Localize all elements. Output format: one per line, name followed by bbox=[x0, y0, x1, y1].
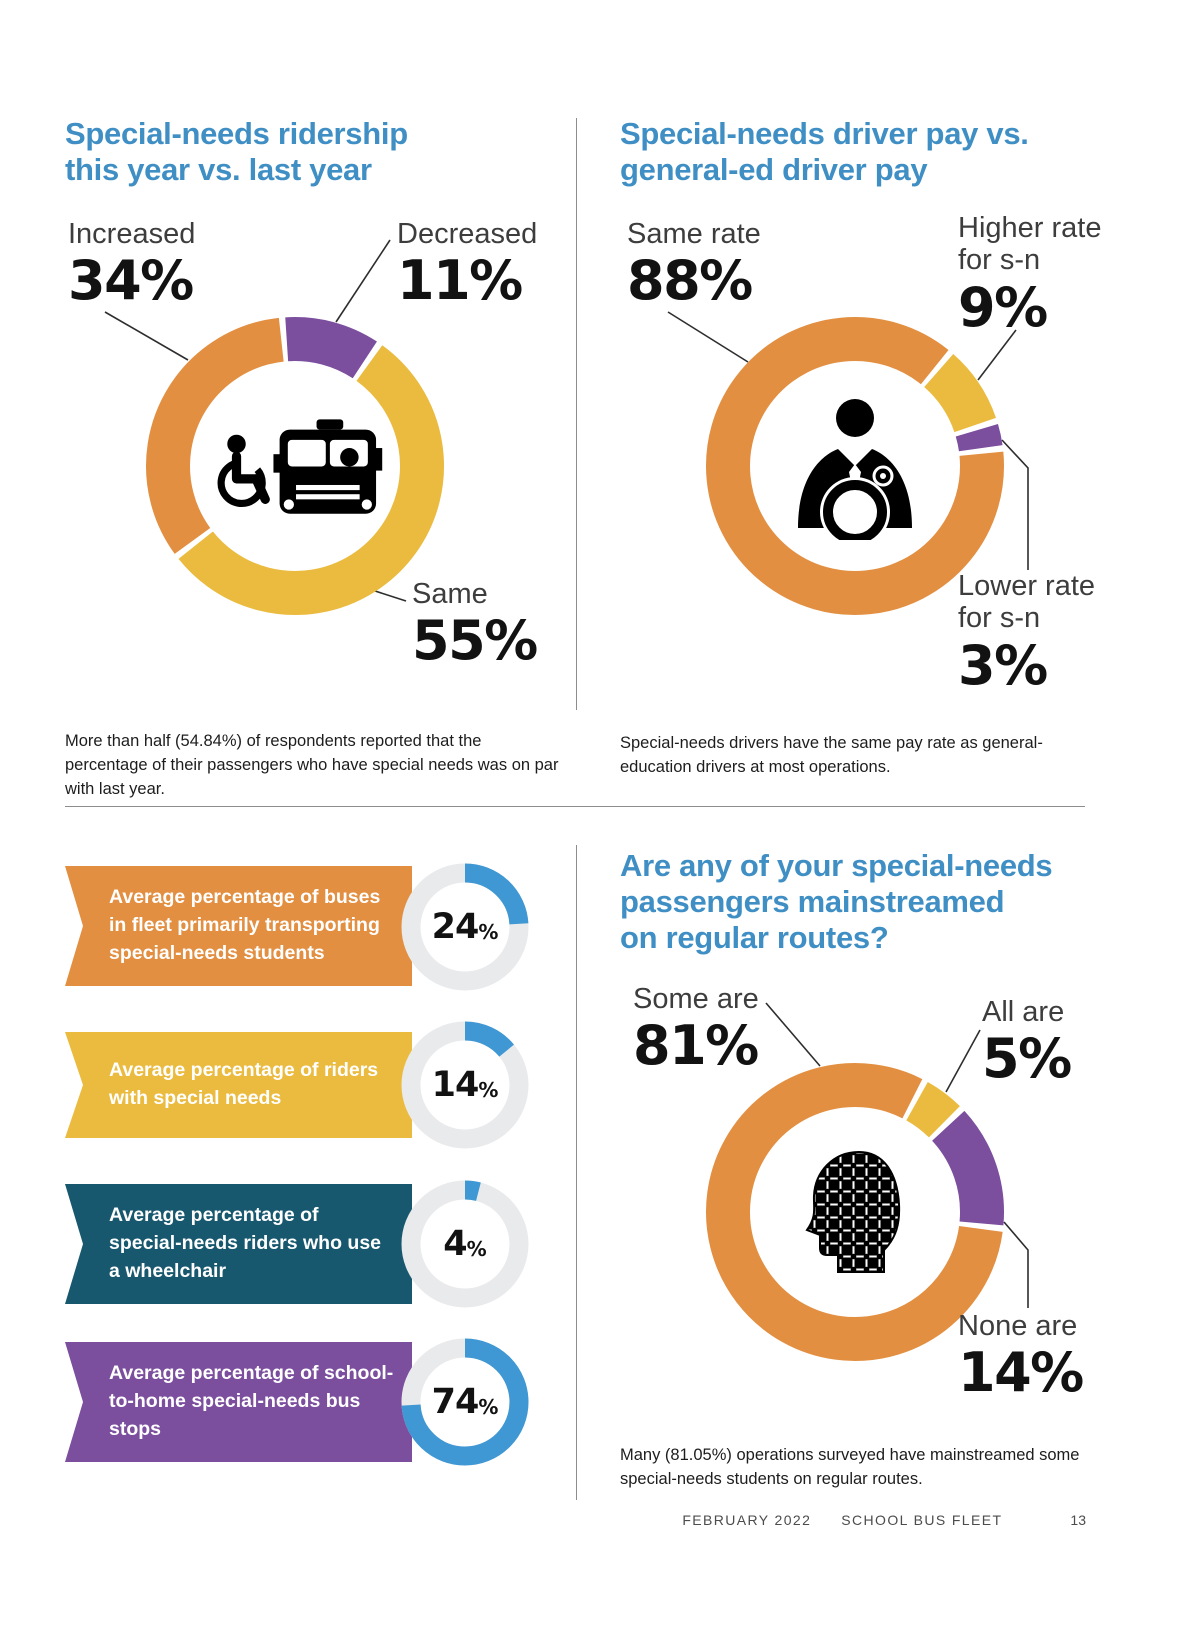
stat-same-value: 55% bbox=[412, 609, 538, 673]
ribbon-school-to-home-stops: Average percentage of school-to-home spe… bbox=[65, 1342, 412, 1462]
footer-date: FEBRUARY 2022 bbox=[682, 1512, 812, 1528]
stat-same-label: Same bbox=[412, 578, 488, 610]
gauge-wheelchair-riders: 4% bbox=[400, 1179, 530, 1309]
divider-horizontal bbox=[65, 806, 1085, 807]
footer-page-number: 13 bbox=[1070, 1512, 1086, 1528]
bus-driver-icon bbox=[705, 316, 1005, 616]
mainstreamed-title: Are any of your special-needs passengers… bbox=[620, 848, 1053, 955]
wheelchair-and-school-bus-icon bbox=[145, 316, 445, 616]
stat-higher-rate-label: Higher rate for s-n bbox=[958, 212, 1102, 277]
gauge-riders-special-needs-value: 14% bbox=[431, 1065, 499, 1105]
ribbon-riders-special-needs: Average percentage of riders with specia… bbox=[65, 1032, 412, 1138]
stat-all-are-label: All are bbox=[982, 996, 1065, 1028]
stat-decreased-value: 11% bbox=[397, 249, 523, 313]
stat-decreased-label: Decreased bbox=[397, 218, 538, 250]
stat-all-are-value: 5% bbox=[982, 1027, 1072, 1091]
gauge-riders-special-needs: 14% bbox=[400, 1020, 530, 1150]
gauge-wheelchair-riders-value: 4% bbox=[443, 1224, 487, 1264]
gauge-school-to-home-stops: 74% bbox=[400, 1337, 530, 1467]
mainstreamed-caption: Many (81.05%) operations surveyed have m… bbox=[620, 1446, 1080, 1488]
stat-lower-rate-value: 3% bbox=[958, 633, 1048, 697]
page-footer: FEBRUARY 2022 SCHOOL BUS FLEET 13 bbox=[500, 1512, 1086, 1528]
footer-publication: SCHOOL BUS FLEET bbox=[841, 1512, 1003, 1528]
ribbon-school-to-home-stops-label: Average percentage of school-to-home spe… bbox=[109, 1362, 394, 1440]
stat-increased-label: Increased bbox=[68, 218, 196, 250]
ribbon-wheelchair-riders-label: Average percentage of special-needs ride… bbox=[109, 1204, 382, 1282]
stat-none-are-value: 14% bbox=[958, 1341, 1084, 1405]
driver-pay-title: Special-needs driver pay vs. general-ed … bbox=[620, 116, 1029, 187]
stat-higher-rate: Higher rate for s-n 9% bbox=[958, 212, 1128, 335]
driver-pay-donut-chart bbox=[705, 316, 1005, 616]
stat-lower-rate-label: Lower rate for s-n bbox=[958, 570, 1096, 635]
stat-some-are-label: Some are bbox=[633, 983, 759, 1015]
ribbon-buses-transporting-label: Average percentage of buses in fleet pri… bbox=[109, 886, 381, 964]
stat-lower-rate: Lower rate for s-n 3% bbox=[958, 570, 1128, 693]
stat-some-are-value: 81% bbox=[633, 1014, 759, 1078]
gauge-buses-transporting-value: 24% bbox=[431, 907, 499, 947]
ribbon-riders-special-needs-label: Average percentage of riders with specia… bbox=[109, 1059, 379, 1109]
ridership-title: Special-needs ridership this year vs. la… bbox=[65, 116, 408, 187]
puzzle-head-icon bbox=[705, 1062, 1005, 1362]
mainstreamed-donut-chart bbox=[705, 1062, 1005, 1362]
stat-increased-value: 34% bbox=[68, 249, 194, 313]
stat-increased: Increased 34% bbox=[68, 218, 195, 309]
stat-same-rate-value: 88% bbox=[627, 249, 753, 313]
stat-same: Same 55% bbox=[412, 578, 538, 673]
stat-some-are: Some are 81% bbox=[633, 983, 759, 1074]
divider-vertical-top bbox=[576, 118, 577, 710]
divider-vertical-bottom bbox=[576, 845, 577, 1500]
driver-pay-caption: Special-needs drivers have the same pay … bbox=[620, 734, 1043, 776]
stat-same-rate-label: Same rate bbox=[627, 218, 761, 250]
stat-none-are-label: None are bbox=[958, 1310, 1078, 1342]
gauge-school-to-home-stops-value: 74% bbox=[431, 1382, 499, 1422]
stat-none-are: None are 14% bbox=[958, 1310, 1084, 1405]
stat-higher-rate-value: 9% bbox=[958, 275, 1048, 339]
ridership-caption: More than half (54.84%) of respondents r… bbox=[65, 732, 559, 798]
stat-all-are: All are 5% bbox=[982, 996, 1072, 1091]
stat-decreased: Decreased 11% bbox=[397, 218, 537, 309]
ribbon-buses-transporting: Average percentage of buses in fleet pri… bbox=[65, 866, 412, 986]
stat-same-rate: Same rate 88% bbox=[627, 218, 761, 309]
gauge-buses-transporting: 24% bbox=[400, 862, 530, 992]
ribbon-wheelchair-riders: Average percentage of special-needs ride… bbox=[65, 1184, 412, 1304]
ridership-donut-chart bbox=[145, 316, 445, 616]
